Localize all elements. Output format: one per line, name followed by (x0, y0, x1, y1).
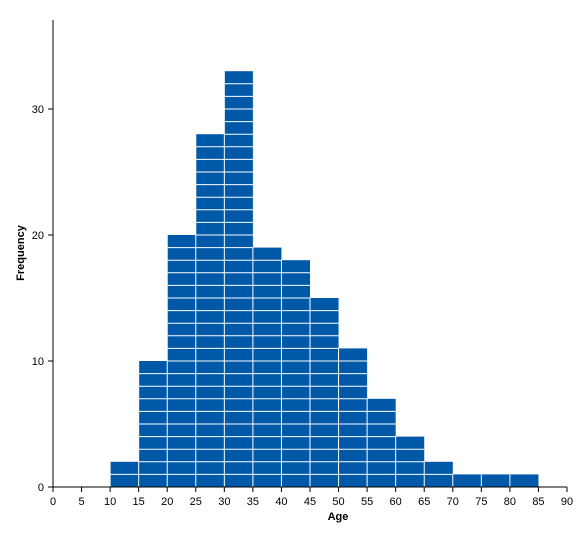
x-tick-label: 10 (104, 496, 116, 508)
x-tick-label: 30 (218, 496, 230, 508)
histogram-bar-rect (252, 247, 282, 487)
histogram-bar (195, 134, 225, 487)
bars-layer (109, 71, 539, 487)
histogram-bar (252, 247, 282, 487)
histogram-bar-rect (509, 474, 539, 487)
x-tick-label: 60 (390, 496, 402, 508)
x-tick-label: 75 (475, 496, 487, 508)
histogram-bar (366, 398, 396, 487)
y-axis-title: Frequency (15, 224, 27, 281)
x-tick-label: 70 (447, 496, 459, 508)
histogram-bar-rect (310, 298, 339, 487)
x-axis-title: Age (328, 511, 349, 523)
histogram-bar (280, 260, 310, 487)
histogram-bar (423, 461, 453, 487)
x-tick-label: 40 (275, 496, 287, 508)
x-tick-label: 55 (361, 496, 373, 508)
x-tick-label: 5 (78, 496, 84, 508)
histogram-bar (509, 474, 539, 487)
x-tick-label: 45 (304, 496, 316, 508)
histogram-bar (223, 71, 253, 487)
x-tick-label: 15 (133, 496, 145, 508)
histogram-bar-rect (224, 71, 253, 487)
x-tick-label: 80 (504, 496, 516, 508)
x-tick-label: 50 (332, 496, 344, 508)
x-axis-ticks: 0 5 10 15 20 25 30 35 40 45 50 55 60 65 70 75 80 85 90 (50, 487, 573, 508)
x-tick-label: 25 (190, 496, 202, 508)
histogram-bar (338, 348, 368, 487)
y-axis-ticks: 0 10 20 30 (32, 104, 53, 494)
x-tick-label: 20 (161, 496, 173, 508)
y-tick-label: 20 (32, 230, 44, 242)
histogram-bar (452, 474, 482, 487)
histogram-bar-rect (367, 398, 396, 487)
histogram-bar (138, 361, 168, 487)
histogram-bar-rect (338, 348, 368, 487)
y-tick-label: 30 (32, 104, 44, 116)
histogram-bar (109, 461, 139, 487)
x-tick-label: 0 (50, 496, 56, 508)
x-tick-label: 65 (418, 496, 430, 508)
histogram-bar (309, 298, 339, 487)
y-tick-label: 10 (32, 356, 44, 368)
x-tick-label: 90 (561, 496, 573, 508)
x-tick-label: 35 (247, 496, 259, 508)
x-tick-label: 85 (532, 496, 544, 508)
histogram-bar-rect (481, 474, 510, 487)
histogram-bar (166, 235, 196, 487)
histogram-bar (480, 474, 510, 487)
histogram-bar-rect (452, 474, 482, 487)
y-tick-label: 0 (38, 482, 44, 494)
histogram-bar (395, 436, 425, 487)
